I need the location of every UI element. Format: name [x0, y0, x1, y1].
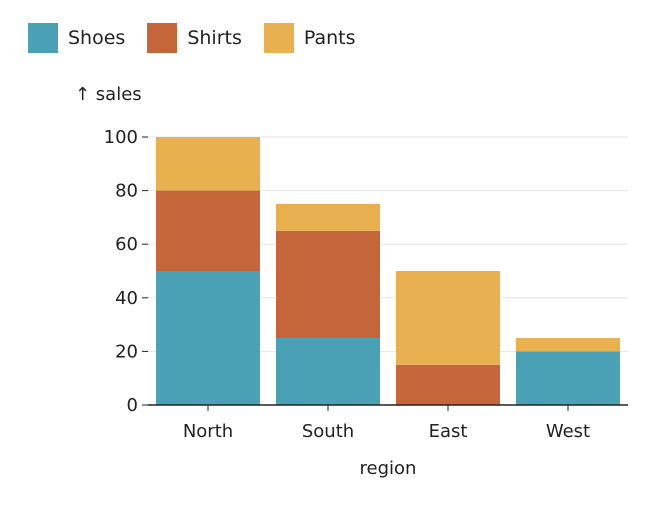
bar-pants-south	[276, 204, 380, 231]
y-tick-label: 40	[115, 288, 138, 309]
legend-swatch-shoes	[28, 23, 58, 53]
x-axis-label: region	[360, 458, 417, 479]
y-tick-label: 20	[115, 341, 138, 362]
bar-pants-east	[396, 271, 500, 365]
x-tick-label: South	[302, 421, 354, 442]
bar-shoes-west	[516, 351, 620, 405]
bars	[156, 137, 620, 405]
bar-shirts-east	[396, 364, 500, 405]
y-tick-label: 60	[115, 234, 138, 255]
bar-pants-north	[156, 137, 260, 191]
x-tick-label: East	[429, 421, 468, 442]
legend-item-pants: Pants	[263, 23, 356, 53]
legend-label-pants: Pants	[303, 27, 356, 49]
x-tick-label: West	[546, 421, 590, 442]
bar-shirts-south	[276, 230, 380, 338]
legend-label-shirts: Shirts	[187, 27, 242, 49]
bar-pants-west	[516, 338, 620, 352]
chart-legend: Shoes Shirts Pants	[28, 22, 378, 54]
legend-swatch-shirts	[147, 23, 178, 53]
y-axis-label: ↑ sales	[75, 84, 142, 105]
legend-item-shoes: Shoes	[28, 23, 125, 53]
x-tick-label: North	[183, 421, 233, 442]
legend-swatch-pants	[263, 23, 294, 53]
legend-item-shirts: Shirts	[147, 23, 242, 53]
legend-label-shoes: Shoes	[68, 27, 126, 49]
bar-shirts-north	[156, 190, 260, 271]
y-tick-label: 100	[104, 127, 138, 148]
bar-shoes-south	[276, 338, 380, 405]
bar-shoes-north	[156, 271, 260, 405]
axes: 0 20 40 60 80 100 North South East West	[104, 127, 628, 442]
y-tick-label: 0	[127, 395, 138, 416]
y-tick-label: 80	[115, 181, 138, 202]
